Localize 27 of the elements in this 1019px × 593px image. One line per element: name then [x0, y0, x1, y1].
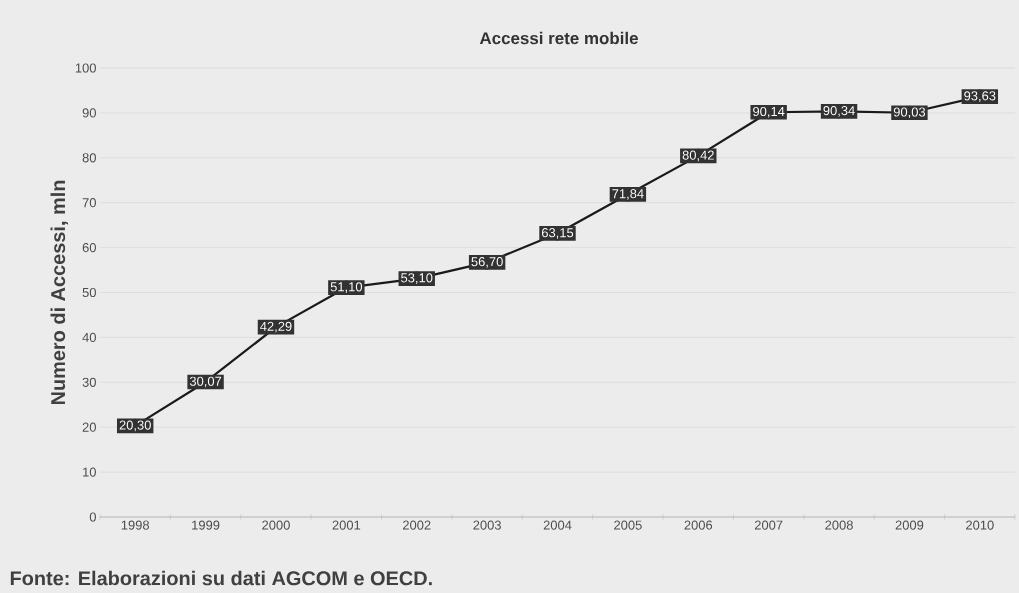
y-tick-label: 80 — [82, 153, 96, 163]
x-tick-label: 1999 — [192, 520, 220, 530]
y-tick-label: 70 — [82, 198, 96, 208]
y-tick-label: 30 — [82, 377, 96, 387]
y-tick-label: 20 — [82, 422, 96, 432]
x-tick-label: 2010 — [966, 520, 994, 530]
y-tick-label: 50 — [82, 287, 96, 298]
y-tick-label: 10 — [83, 467, 96, 477]
x-tick-label: 1998 — [121, 520, 150, 530]
x-tick-label: 2000 — [262, 520, 290, 530]
y-tick-label: 40 — [82, 332, 96, 342]
x-tick-label: 2001 — [332, 520, 361, 530]
y-tick-label: 90 — [82, 108, 96, 118]
x-tick-label: 2006 — [684, 520, 713, 530]
chart-title: Accessi rete mobile — [479, 31, 638, 45]
y-axis-title: Numero di Accessi, mln — [50, 180, 69, 405]
x-tick-label: 2007 — [754, 520, 783, 530]
x-tick-label: 2002 — [402, 520, 431, 530]
y-tick-label: 0 — [89, 512, 96, 522]
x-tick-label: 2003 — [473, 520, 501, 530]
y-tick-label: 60 — [82, 243, 96, 253]
x-tick-label: 2008 — [825, 520, 853, 530]
x-tick-label: 2005 — [614, 520, 642, 530]
source-note: Fonte: Elaborazioni su dati AGCOM e OECD. — [10, 570, 432, 586]
y-tick-label: 100 — [75, 63, 96, 73]
x-tick-label: 2009 — [895, 520, 924, 530]
x-tick-label: 2004 — [543, 520, 572, 530]
